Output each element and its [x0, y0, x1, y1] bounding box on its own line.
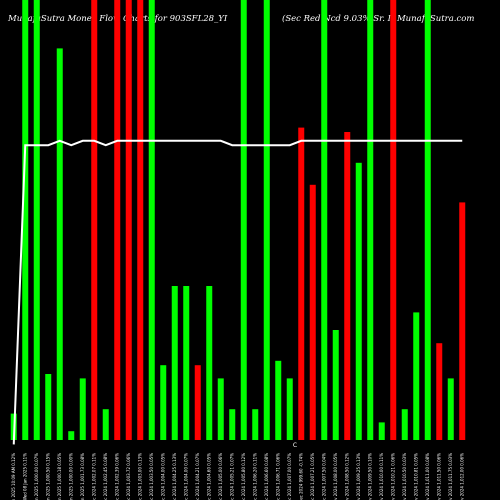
bars-layer — [10, 0, 466, 441]
bar-37 — [424, 0, 431, 440]
bar-12 — [137, 0, 144, 440]
bar-38 — [436, 343, 443, 440]
bar-16 — [183, 286, 190, 440]
x-tick-label-13: Mon 23 Dec 2024 1,003.50 0.05% — [149, 453, 154, 500]
x-tick-label-29: Fri 29 Nov 2024 1,008.00 0.05% — [333, 453, 338, 500]
x-tick-label-40: Thu 14 Nov 2024 1,012.00 0.06% — [459, 453, 464, 500]
x-tick-label-24: Fri 06 Dec 2024 1,006.71 0.06% — [275, 453, 280, 500]
x-tick-label-17: Tue 17 Dec 2024 1,004.21 0.07% — [195, 453, 200, 500]
bar-27 — [309, 184, 316, 440]
chart-title-right: (Sec Red Ncd 9.03% Sr. I) MunafaSutra.co… — [282, 13, 474, 24]
x-tick-label-33: Mon 25 Nov 2024 1,010.00 0.11% — [379, 453, 384, 500]
x-tick-label-1: Thu 09 Jan 2025 10:09 AM 0.12% — [11, 453, 16, 500]
x-tick-label-12: Tue 24 Dec 2024 1,003.00 0.13% — [137, 453, 142, 500]
x-tick-label-16: Wed 18 Dec 2024 1,004.00 0.07% — [183, 453, 188, 500]
x-tick-label-36: Wed 20 Nov 2024 1,010.81 0.05% — [413, 453, 418, 500]
bar-23 — [263, 0, 270, 440]
x-tick-label-5: Fri 03 Jan 2025 1,000.18 0.05% — [57, 453, 62, 500]
x-tick-label-4: Mon 06 Jan 2025 1,000.50 0.15% — [45, 453, 50, 500]
bar-4 — [45, 374, 52, 440]
x-tick-label-11: Thu 26 Dec 2024 1,003.72 0.06% — [126, 453, 131, 500]
bar-10 — [114, 0, 121, 440]
bar-3 — [33, 0, 40, 440]
x-tick-label-37: Tue 19 Nov 2024 1,011.00 0.08% — [425, 453, 430, 500]
x-tick-label-8: Tue 31 Dec 2024 1,002.07 0.11% — [91, 453, 96, 500]
bar-18 — [206, 286, 213, 440]
bar-15 — [171, 286, 178, 440]
x-tick-label-2: Wed 08 Jan 2025 0.11% — [22, 453, 27, 500]
chart-annotation: C — [293, 442, 297, 449]
bar-26 — [298, 127, 305, 440]
x-tick-labels: Thu 09 Jan 2025 10:09 AM 0.12% Wed 08 Jan… — [11, 453, 465, 500]
bar-11 — [125, 0, 132, 440]
bar-22 — [252, 409, 259, 440]
x-tick-label-34: Fri 22 Nov 2024 1,010.21 0.06% — [390, 453, 395, 500]
bar-2 — [22, 0, 29, 440]
bar-14 — [160, 365, 167, 440]
x-tick-label-14: Fri 20 Dec 2024 1,004.00 0.05% — [160, 453, 165, 500]
money-flow-line — [12, 139, 463, 445]
bar-29 — [332, 330, 339, 440]
x-tick-label-38: Mon 18 Nov 2024 1,011.50 0.06% — [436, 453, 441, 500]
bar-6 — [68, 431, 75, 440]
x-tick-label-39: Fri 15 Nov 2024 1,011.75 0.03% — [448, 453, 453, 500]
x-tick-label-35: Thu 21 Nov 2024 1,010.50 0.03% — [402, 453, 407, 500]
x-tick-label-30: Thu 28 Nov 2024 1,008.50 0.12% — [344, 453, 349, 500]
bar-8 — [91, 0, 98, 440]
bar-17 — [194, 365, 201, 440]
x-tick-label-3: Tue 07 Jan 2025 1,000.00 0.07% — [34, 453, 39, 500]
x-tick-label-7: Wed 01 Jan 2025 1,001.73 0.08% — [80, 453, 85, 500]
bar-13 — [148, 0, 155, 440]
bar-19 — [217, 378, 224, 440]
bar-36 — [413, 312, 420, 440]
x-tick-label-19: Fri 13 Dec 2024 1,005.00 0.06% — [218, 453, 223, 500]
bar-40 — [459, 202, 466, 440]
x-tick-label-22: Tue 10 Dec 2024 1,006.20 0.11% — [252, 453, 257, 500]
bar-25 — [286, 378, 293, 440]
bar-28 — [321, 0, 328, 440]
bar-35 — [401, 409, 408, 440]
bar-34 — [390, 0, 397, 440]
x-tick-label-28: Mon 02 Dec 2024 1,007.50 0.04% — [321, 453, 326, 500]
x-tick-label-15: Thu 19 Dec 2024 1,004.25 0.13% — [172, 453, 177, 500]
x-tick-label-9: Mon 30 Dec 2024 1,002.45 0.08% — [103, 453, 108, 500]
bar-21 — [240, 0, 247, 440]
x-tick-label-10: Fri 27 Dec 2024 1,002.39 0.06% — [114, 453, 119, 500]
bar-30 — [344, 132, 351, 440]
x-tick-label-25: Thu 05 Dec 2024 1,007.00 0.07% — [287, 453, 292, 500]
bar-39 — [447, 378, 454, 440]
x-tick-label-21: Wed 11 Dec 2024 1,005.80 0.12% — [241, 453, 246, 500]
x-tick-label-27: Tue 03 Dec 2024 1,007.21 0.05% — [310, 453, 315, 500]
x-tick-label-20: Thu 12 Dec 2024 1,005.21 0.07% — [229, 453, 234, 500]
bar-9 — [102, 409, 109, 440]
x-tick-label-26: Wed 04 Dec 2024 999.60 -0.74% — [298, 453, 303, 500]
x-tick-label-6: Thu 02 Jan 2025 1,000.00 0.00% — [68, 453, 73, 500]
bar-24 — [275, 360, 282, 440]
bar-20 — [229, 409, 236, 440]
x-tick-label-23: Mon 09 Dec 2024 1,006.60 0.08% — [264, 453, 269, 500]
bar-31 — [355, 162, 362, 441]
x-tick-label-18: Mon 16 Dec 2024 1,004.60 0.05% — [206, 453, 211, 500]
bar-7 — [79, 378, 86, 440]
line-layer — [12, 139, 463, 445]
bar-32 — [367, 0, 374, 440]
bar-33 — [378, 422, 385, 440]
x-tick-label-31: Wed 27 Nov 2024 1,009.25 0.13% — [356, 453, 361, 500]
bar-5 — [56, 48, 63, 441]
x-tick-label-32: Tue 26 Nov 2024 1,009.50 0.10% — [367, 453, 372, 500]
